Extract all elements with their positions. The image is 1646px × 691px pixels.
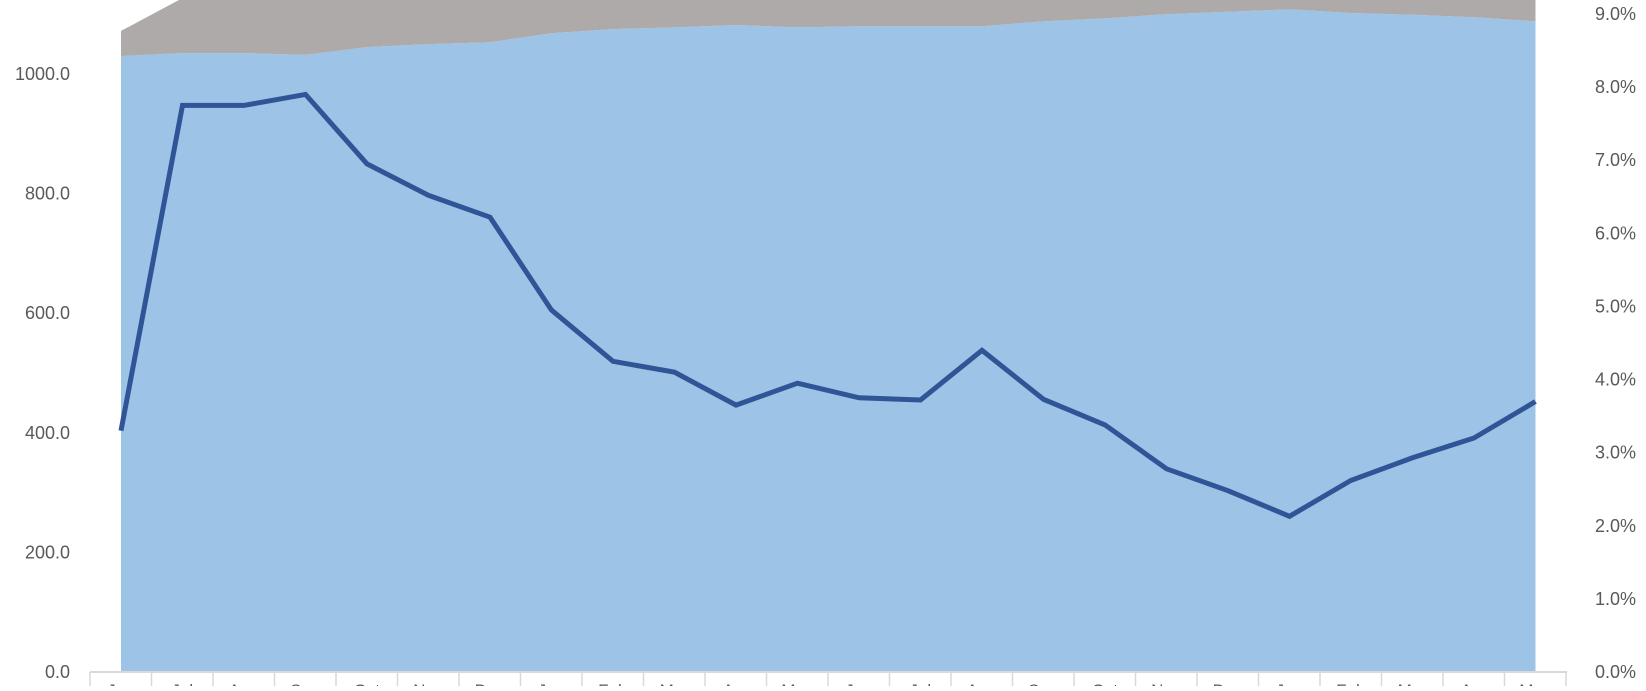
- right-tick-label: 4.0%: [1595, 370, 1636, 390]
- left-tick-label: 800.0: [25, 184, 70, 204]
- right-tick-label: 9.0%: [1595, 4, 1636, 24]
- x-tick-label: May: [781, 681, 814, 686]
- line-layer: [118, 91, 1537, 520]
- right-tick-label: 6.0%: [1595, 223, 1636, 243]
- areas-layer: [121, 0, 1536, 672]
- area-series-2: [121, 0, 1536, 57]
- right-tick-label: 0.0%: [1595, 662, 1636, 682]
- area-series-1: [121, 9, 1536, 672]
- x-tick-label: Apr: [723, 681, 750, 686]
- x-tick-label: Sep: [290, 681, 320, 686]
- right-tick-label: 7.0%: [1595, 150, 1636, 170]
- x-tick-label: Nov: [1151, 681, 1182, 686]
- right-tick-label: 5.0%: [1595, 296, 1636, 316]
- x-tick-label: Jun: [107, 681, 134, 686]
- left-tick-label: 200.0: [25, 542, 70, 562]
- left-tick-label: 600.0: [25, 303, 70, 323]
- x-tick-label: Feb: [598, 681, 627, 686]
- x-tick-label: Jan: [1276, 681, 1303, 686]
- right-tick-label: 1.0%: [1595, 589, 1636, 609]
- x-tick-label: Jul: [909, 681, 931, 686]
- x-tick-label: May: [1519, 681, 1552, 686]
- line-series-1: [118, 91, 1537, 520]
- right-tick-label: 3.0%: [1595, 443, 1636, 463]
- x-tick-label: Dec: [1213, 681, 1244, 686]
- x-tick-label: Aug: [967, 681, 997, 686]
- x-tick-label: Oct: [1092, 681, 1119, 686]
- x-tick-label: Sep: [1028, 681, 1058, 686]
- x-tick-label: Aug: [229, 681, 259, 686]
- x-tick-label: Jun: [845, 681, 872, 686]
- right-tick-label: 8.0%: [1595, 77, 1636, 97]
- x-tick-label: Dec: [475, 681, 506, 686]
- x-tick-label: Jul: [171, 681, 193, 686]
- x-tick-label: Apr: [1461, 681, 1488, 686]
- x-tick-label: Feb: [1336, 681, 1365, 686]
- x-tick-label: Nov: [413, 681, 444, 686]
- right-tick-label: 2.0%: [1595, 516, 1636, 536]
- left-tick-label: 0.0: [45, 662, 70, 682]
- x-tick-label: Mar: [1398, 681, 1428, 686]
- left-tick-label: 400.0: [25, 423, 70, 443]
- left-tick-label: 1000.0: [15, 64, 70, 84]
- x-tick-label: Oct: [354, 681, 381, 686]
- x-tick-label: Jan: [538, 681, 565, 686]
- x-tick-label: Mar: [660, 681, 690, 686]
